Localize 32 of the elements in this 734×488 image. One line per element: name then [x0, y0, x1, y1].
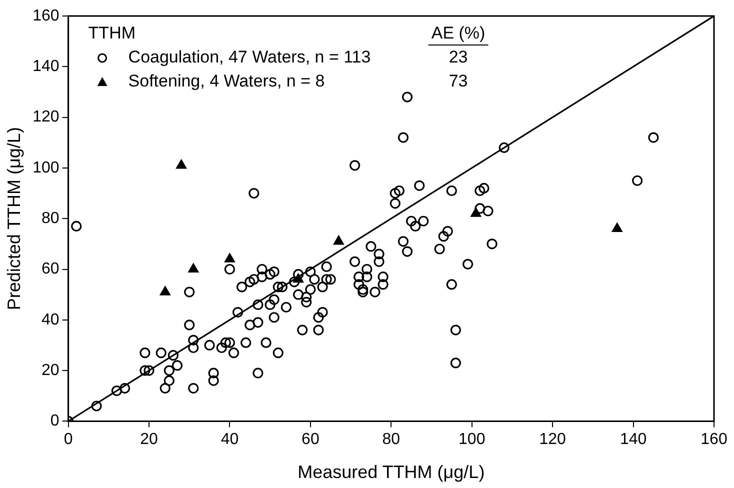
point	[612, 222, 622, 232]
legend-title: TTHM	[88, 24, 136, 43]
x-tick-label: 160	[700, 431, 728, 448]
x-tick-label: 20	[140, 431, 158, 448]
y-tick-label: 120	[32, 108, 60, 126]
x-tick-label: 80	[382, 431, 400, 448]
y-axis-title: Predicted TTHM (μg/L)	[4, 127, 24, 310]
y-tick-label: 0	[50, 412, 60, 430]
annotation: 23	[448, 48, 468, 67]
y-tick-label: 100	[32, 159, 60, 176]
y-tick-label: 160	[32, 7, 60, 24]
x-tick-label: 140	[620, 431, 647, 448]
legend-label: Coagulation, 47 Waters, n = 113	[128, 48, 371, 67]
x-tick-label: 100	[458, 431, 486, 448]
point	[224, 253, 235, 262]
y-tick-label: 60	[42, 260, 60, 278]
y-tick-label: 80	[42, 210, 60, 228]
y-tick-label: 140	[32, 58, 60, 76]
point	[160, 286, 170, 296]
x-tick-label: 0	[64, 431, 73, 448]
y-tick-label: 40	[42, 311, 60, 328]
annotation: 73	[448, 72, 468, 91]
y-tick-label: 20	[42, 362, 60, 379]
point	[176, 160, 186, 169]
legend-label: Softening, 4 Waters, n = 8	[128, 72, 325, 91]
annotation: AE (%)	[431, 24, 486, 43]
x-tick-label: 40	[220, 431, 239, 448]
x-axis-title: Measured TTHM (μg/L)	[298, 462, 485, 482]
point	[334, 236, 344, 245]
x-tick-label: 120	[539, 431, 566, 448]
point	[188, 263, 199, 273]
x-tick-label: 60	[302, 431, 320, 448]
